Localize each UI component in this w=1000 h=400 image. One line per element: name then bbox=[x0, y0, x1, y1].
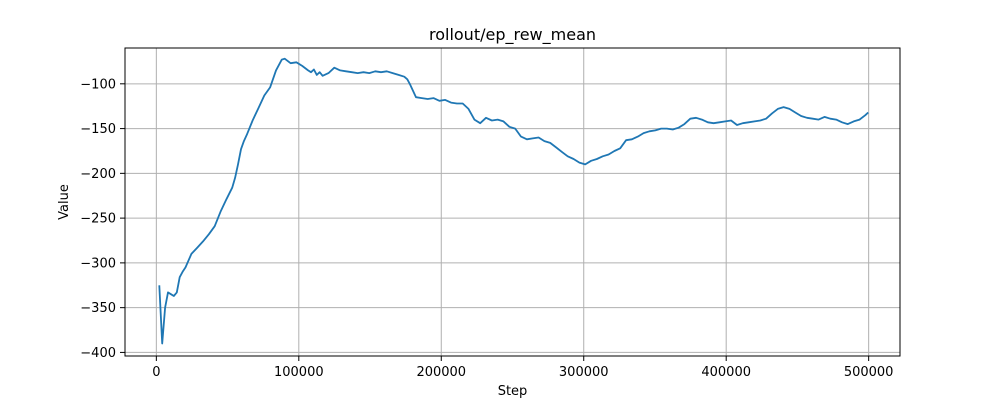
y-tick-label: −100 bbox=[80, 77, 116, 92]
chart-title: rollout/ep_rew_mean bbox=[429, 25, 596, 45]
y-tick-label: −400 bbox=[80, 346, 116, 361]
x-tick-label: 0 bbox=[152, 365, 160, 380]
y-axis-label: Value bbox=[57, 184, 72, 220]
grid-layer bbox=[125, 48, 900, 356]
x-tick-label: 100000 bbox=[274, 365, 324, 380]
x-tick-label: 500000 bbox=[844, 365, 894, 380]
tick-layer: 0 100000 200000 300000 400000 500000 −100 −150 −… bbox=[80, 77, 893, 380]
y-tick-label: −300 bbox=[80, 256, 116, 271]
series-line bbox=[158, 57, 869, 345]
y-tick-label: −250 bbox=[80, 212, 116, 227]
series-layer bbox=[158, 57, 869, 345]
y-tick-label: −150 bbox=[80, 122, 116, 137]
x-tick-label: 300000 bbox=[559, 365, 609, 380]
x-axis-label: Step bbox=[498, 384, 528, 399]
x-tick-label: 200000 bbox=[416, 365, 466, 380]
x-tick-label: 400000 bbox=[701, 365, 751, 380]
y-tick-label: −200 bbox=[80, 167, 116, 182]
y-tick-label: −350 bbox=[80, 301, 116, 316]
plot-frame bbox=[124, 47, 901, 357]
